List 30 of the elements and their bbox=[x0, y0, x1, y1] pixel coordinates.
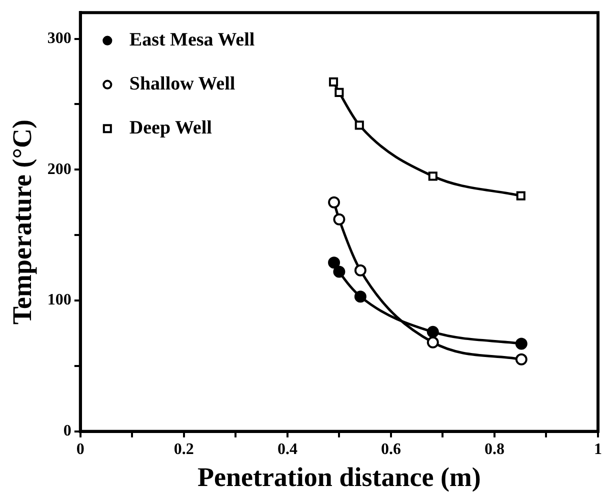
point bbox=[333, 213, 346, 226]
point bbox=[328, 256, 340, 269]
point bbox=[328, 77, 338, 86]
legend-label: East Mesa Well bbox=[129, 30, 255, 51]
x-axis-title: Penetration distance (m) bbox=[197, 462, 481, 492]
y-tick-label: 300 bbox=[47, 30, 72, 47]
point bbox=[354, 264, 366, 276]
point bbox=[354, 290, 366, 303]
point bbox=[515, 353, 528, 366]
x-tick-label: 0.8 bbox=[484, 441, 504, 458]
point bbox=[354, 120, 364, 130]
point bbox=[334, 88, 344, 97]
x-tick-label: 0 bbox=[76, 441, 84, 458]
point bbox=[515, 338, 528, 350]
point bbox=[426, 326, 439, 338]
x-tick-label: 0.6 bbox=[380, 441, 401, 458]
legend-label: Shallow Well bbox=[129, 74, 236, 95]
point bbox=[426, 336, 439, 348]
point bbox=[428, 172, 438, 181]
point bbox=[333, 266, 346, 278]
y-tick-label: 100 bbox=[47, 292, 72, 309]
point bbox=[328, 196, 340, 208]
x-tick-label: 1 bbox=[594, 441, 602, 458]
x-tick-label: 0.4 bbox=[277, 441, 298, 458]
y-tick-label: 200 bbox=[47, 160, 72, 178]
y-axis-title: Temperature (°C) bbox=[7, 119, 38, 325]
y-tick-label: 0 bbox=[63, 422, 72, 440]
point bbox=[516, 191, 526, 200]
legend-label: Deep Well bbox=[129, 118, 212, 139]
x-tick-label: 0.2 bbox=[174, 441, 194, 458]
